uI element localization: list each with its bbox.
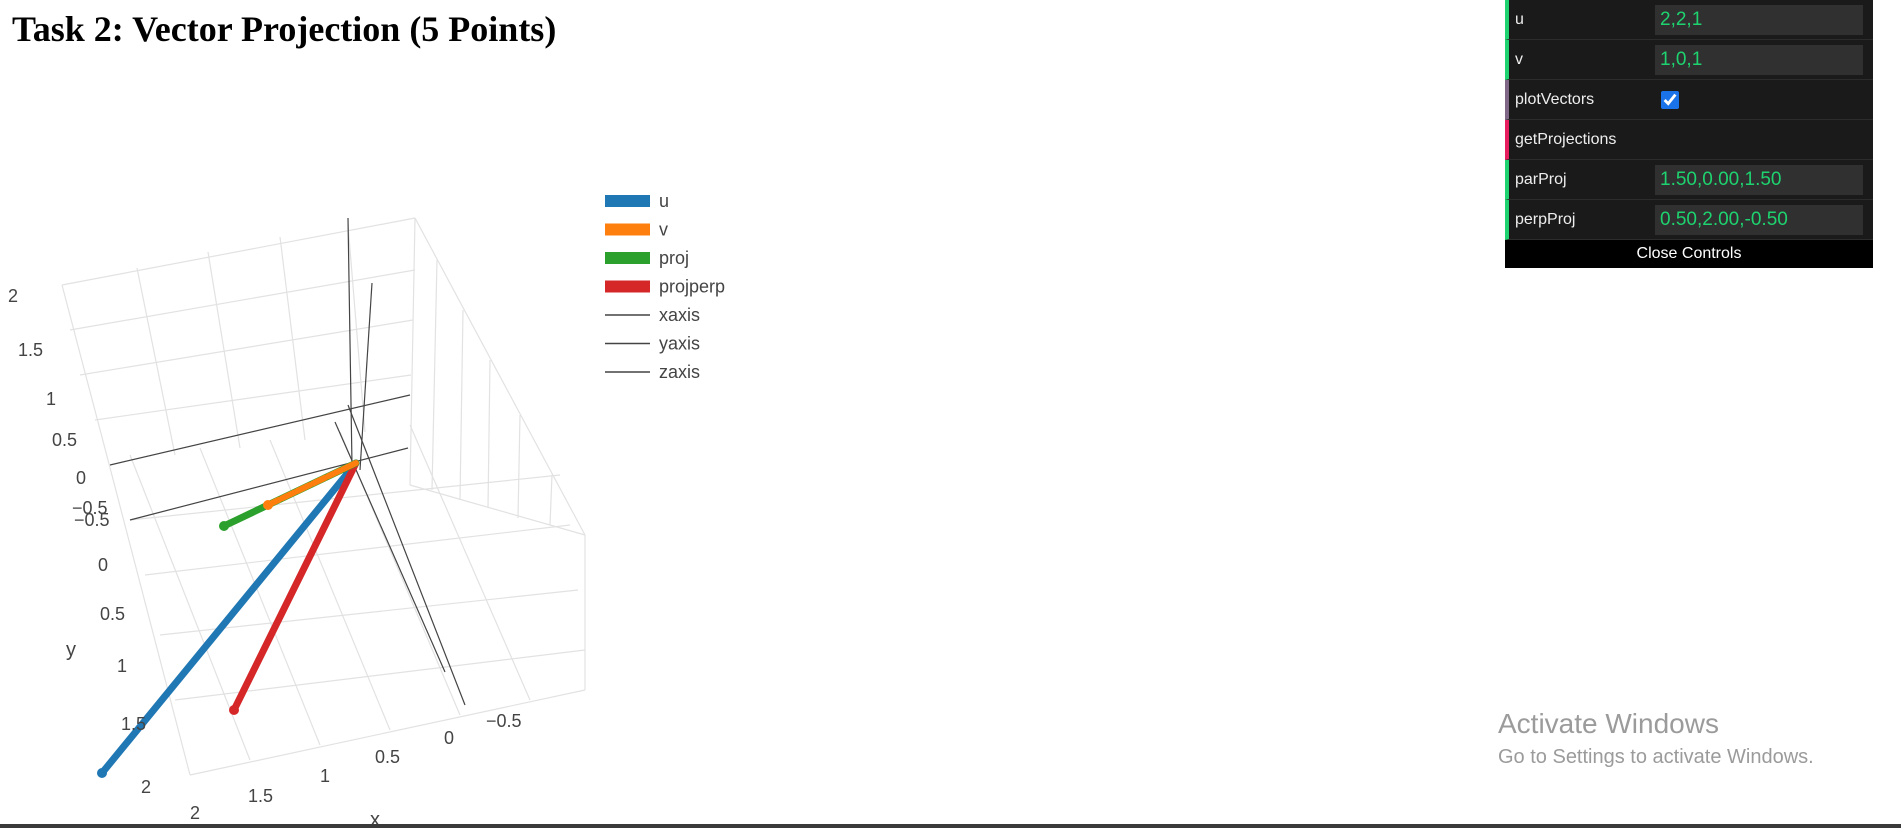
legend-label-proj: proj: [659, 248, 689, 268]
control-label-u: u: [1515, 10, 1524, 28]
legend-label-yaxis: yaxis: [659, 334, 700, 354]
control-row-perp-proj: perpProj: [1505, 200, 1873, 240]
control-label-plot-vectors: plotVectors: [1515, 90, 1595, 108]
vector-proj-tip: [219, 521, 229, 531]
y-tick: 0: [98, 555, 108, 575]
z-tick: 0: [76, 468, 86, 488]
legend-item-v[interactable]: v: [605, 220, 668, 240]
par-proj-input[interactable]: [1655, 164, 1863, 195]
control-label-par-proj: parProj: [1515, 170, 1567, 188]
bottom-border: [0, 824, 1901, 828]
control-label-v: v: [1515, 50, 1523, 68]
yaxis-line-2: [109, 394, 411, 466]
y-axis-title: y: [66, 639, 76, 661]
y-tick: 2: [141, 777, 151, 797]
vector-v-tip: [263, 500, 273, 510]
control-row-v: v: [1505, 40, 1873, 80]
control-label-get-projections: getProjections: [1515, 130, 1617, 148]
legend-item-proj[interactable]: proj: [605, 248, 689, 268]
z-tick: 1.5: [18, 340, 43, 360]
control-row-par-proj: parProj: [1505, 160, 1873, 200]
coordinate-axes: [109, 217, 466, 706]
legend-label-v: v: [659, 220, 668, 240]
x-axis-title: x: [370, 809, 380, 828]
z-tick: 0.5: [52, 430, 77, 450]
legend-item-zaxis[interactable]: zaxis: [605, 362, 700, 382]
controls-panel: u v plotVectors getProjections parProj p…: [1505, 0, 1873, 268]
activate-windows-watermark: Activate Windows Go to Settings to activ…: [1498, 708, 1814, 769]
x-ticks: 2 1.5 1 0.5 0 −0.5: [190, 711, 522, 823]
y-tick: 0.5: [100, 604, 125, 624]
z-tick: 1: [46, 389, 56, 409]
plot-vectors-checkbox[interactable]: [1661, 90, 1679, 109]
legend-label-xaxis: xaxis: [659, 305, 700, 325]
close-controls-button[interactable]: Close Controls: [1505, 240, 1873, 268]
legend-label-zaxis: zaxis: [659, 362, 700, 382]
legend-item-projperp[interactable]: projperp: [605, 277, 725, 297]
vector-projection-3d-plot[interactable]: 2 1.5 1 0.5 0 −0.5 −0.5 0 0.5 1 1.5 2 y …: [0, 0, 760, 828]
y-tick: 1.5: [121, 714, 146, 734]
get-projections-button[interactable]: getProjections: [1505, 120, 1873, 160]
x-tick: 1: [320, 766, 330, 786]
watermark-subtitle: Go to Settings to activate Windows.: [1498, 746, 1814, 768]
y-ticks: −0.5 0 0.5 1 1.5 2: [74, 510, 151, 797]
x-tick: −0.5: [486, 711, 522, 731]
z-tick: −0.5: [72, 498, 108, 518]
zaxis-line-2: [359, 282, 373, 471]
v-input[interactable]: [1655, 44, 1863, 75]
vector-v-line: [265, 460, 359, 508]
perp-proj-input[interactable]: [1655, 204, 1863, 235]
zaxis-line: [347, 217, 353, 466]
x-tick: 0.5: [375, 747, 400, 767]
legend-label-u: u: [659, 191, 669, 211]
vector-layer: [97, 459, 360, 778]
vector-projperp-tip: [229, 705, 239, 715]
y-tick: −0.5: [74, 510, 110, 530]
page-title: Task 2: Vector Projection (5 Points): [12, 9, 557, 49]
control-label-perp-proj: perpProj: [1515, 210, 1576, 228]
legend-item-u[interactable]: u: [605, 191, 669, 211]
control-row-plot-vectors: plotVectors: [1505, 80, 1873, 120]
u-input[interactable]: [1655, 4, 1863, 35]
legend-label-projperp: projperp: [659, 277, 725, 297]
vector-projperp-line: [230, 459, 360, 714]
control-row-u: u: [1505, 0, 1873, 40]
z-ticks: 2 1.5 1 0.5 0 −0.5: [8, 286, 108, 518]
legend-item-yaxis[interactable]: yaxis: [605, 334, 700, 354]
plot-grid: [61, 217, 586, 776]
xaxis-line-2: [347, 404, 466, 706]
x-tick: 2: [190, 803, 200, 823]
watermark-title: Activate Windows: [1498, 708, 1719, 739]
vector-u-tip: [97, 768, 107, 778]
z-tick: 2: [8, 286, 18, 306]
yaxis-line: [129, 447, 409, 521]
x-tick: 1.5: [248, 786, 273, 806]
plot-legend[interactable]: uv proj projperp xaxis yaxis zaxis: [605, 191, 725, 382]
legend-item-xaxis[interactable]: xaxis: [605, 305, 700, 325]
vector-u-line: [98, 459, 360, 777]
x-tick: 0: [444, 728, 454, 748]
y-tick: 1: [117, 656, 127, 676]
